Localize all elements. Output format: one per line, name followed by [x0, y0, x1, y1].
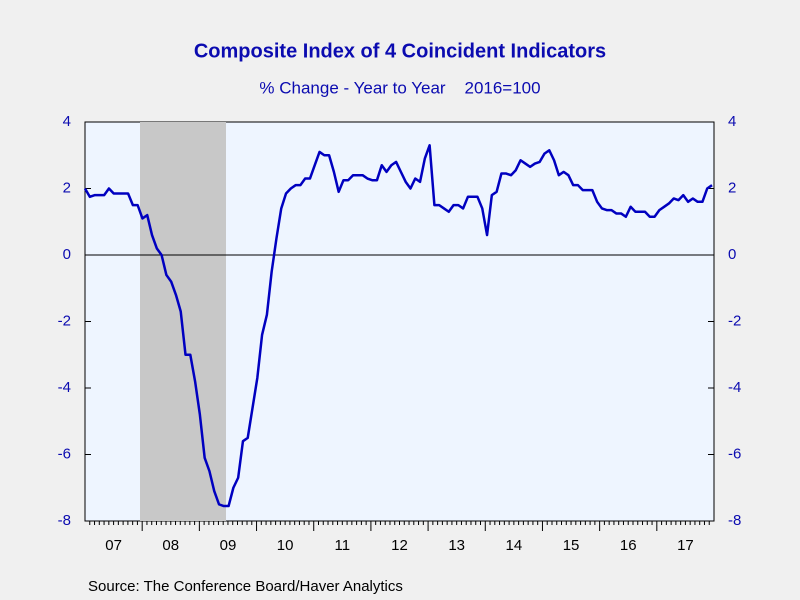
chart-subtitle: % Change - Year to Year 2016=100 [259, 78, 540, 97]
x-tick-label: 16 [620, 537, 637, 554]
y2-tick-label: 4 [728, 113, 736, 130]
x-tick-label: 08 [162, 537, 179, 554]
y-tick-label: 0 [63, 246, 71, 263]
plot: -8 -6 -4 -2 0 2 4 -8 -6 -4 -2 0 2 4 07 08 09 10 11 12 13 14 15… [58, 113, 742, 554]
source: Source: The Conference Board/Haver Analy… [88, 578, 403, 595]
x-tick-label: 13 [448, 537, 465, 554]
y2-tick-label: -2 [728, 312, 741, 329]
y-tick-label: -4 [58, 379, 71, 396]
chart-title: Composite Index of 4 Coincident Indicato… [194, 40, 606, 62]
y-tick-label: 4 [63, 113, 71, 130]
y2-tick-label: 2 [728, 179, 736, 196]
x-tick-label: 12 [391, 537, 408, 554]
y2-tick-label: -8 [728, 512, 741, 529]
x-tick-label: 07 [105, 537, 122, 554]
x-tick-label: 17 [677, 537, 694, 554]
series-line [83, 144, 713, 508]
x-tick-label: 14 [506, 537, 523, 554]
y-tick-label: 2 [63, 179, 71, 196]
y-tick-label: -2 [58, 312, 71, 329]
y2-tick-label: -6 [728, 445, 741, 462]
y-tick-label: -6 [58, 445, 71, 462]
x-tick-label: 11 [335, 537, 351, 554]
x-tick-label: 09 [220, 537, 237, 554]
y-tick-label: -8 [58, 512, 71, 529]
x-tick-label: 15 [563, 537, 580, 554]
x-tick-label: 10 [277, 537, 294, 554]
y2-tick-label: -4 [728, 379, 741, 396]
y2-tick-label: 0 [728, 246, 736, 263]
